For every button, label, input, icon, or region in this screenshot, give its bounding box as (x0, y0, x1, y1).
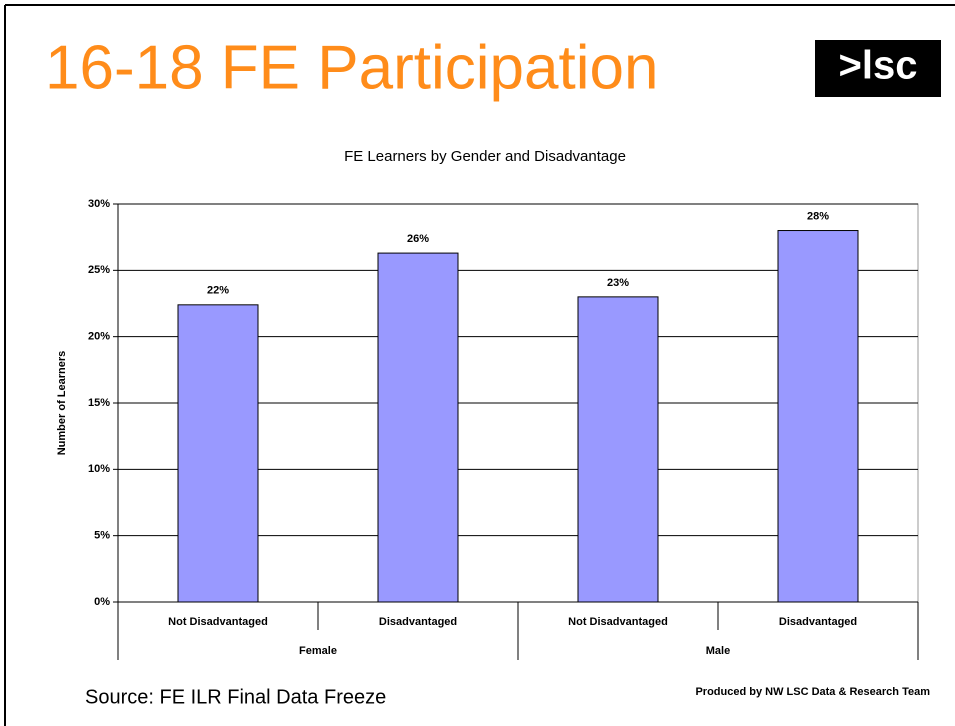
bar (577, 296, 659, 603)
x-tick-label: Not Disadvantaged (168, 616, 268, 628)
bar (377, 252, 459, 603)
y-tick-label: 25% (88, 264, 110, 276)
y-tick-label: 30% (88, 198, 110, 210)
y-tick-label: 20% (88, 331, 110, 343)
chart-title: FE Learners by Gender and Disadvantage (344, 148, 626, 165)
source: Source: FE ILR Final Data Freeze (85, 686, 386, 708)
x-tick-label: Not Disadvantaged (568, 616, 668, 628)
logo: >lsc (839, 44, 918, 88)
y-tick-label: 5% (94, 530, 110, 542)
logo-box (815, 40, 941, 97)
y-tick-label: 10% (88, 463, 110, 475)
bar (177, 304, 259, 603)
data-label: 23% (607, 277, 629, 289)
credit: Produced by NW LSC Data & Research Team (695, 686, 930, 698)
data-label: 26% (407, 233, 429, 245)
group-label: Female (299, 645, 337, 657)
x-tick-label: Disadvantaged (779, 616, 857, 628)
x-tick-label: Disadvantaged (379, 616, 457, 628)
data-label: 22% (207, 285, 229, 297)
y-tick-label: 0% (94, 596, 110, 608)
slide-title: 16-18 FE Participation (45, 33, 658, 102)
data-label: 28% (807, 210, 829, 222)
bar (777, 230, 859, 603)
y-tick-label: 15% (88, 397, 110, 409)
group-label: Male (706, 645, 730, 657)
y-axis-label: Number of Learners (56, 351, 68, 456)
